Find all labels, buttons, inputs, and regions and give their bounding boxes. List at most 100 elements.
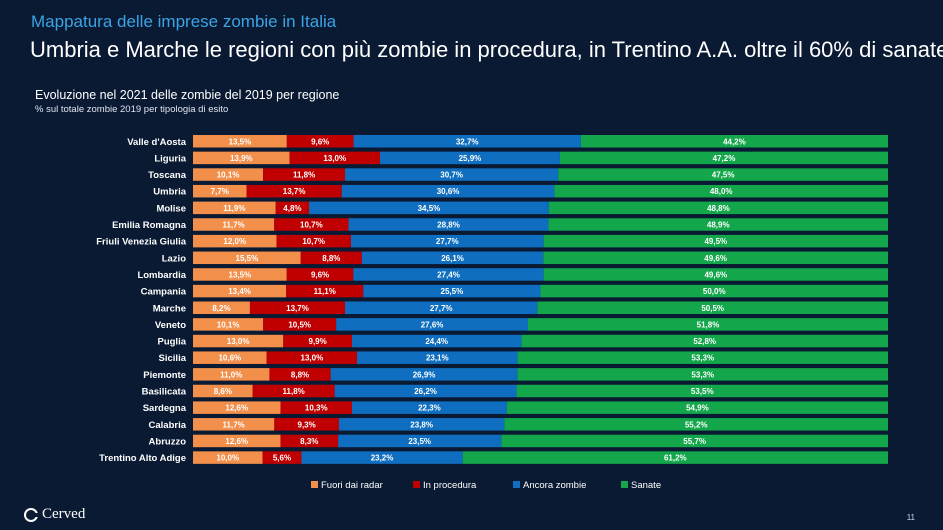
bar-segment <box>338 418 505 431</box>
bar-segment <box>548 201 888 215</box>
bar-segment <box>193 268 287 281</box>
data-label: 27,7% <box>430 304 453 313</box>
bar-segment <box>352 401 507 414</box>
data-label: 25,9% <box>459 154 482 163</box>
data-label: 10,5% <box>288 320 311 329</box>
data-label: 27,4% <box>437 270 460 279</box>
data-label: 8,2% <box>212 304 230 313</box>
bar-segment <box>527 318 888 331</box>
category-label: Umbria <box>153 187 186 198</box>
category-label: Piemonte <box>143 370 186 381</box>
bar-segment <box>517 368 888 381</box>
category-label: Marche <box>153 303 186 314</box>
page-title: Umbria e Marche le regioni con più zombi… <box>30 37 943 62</box>
data-label: 26,1% <box>441 254 464 263</box>
chart-subtitle: % sul totale zombie 2019 per tipologia d… <box>35 104 229 115</box>
data-label: 7,7% <box>211 187 229 196</box>
bar-segment <box>504 418 888 431</box>
data-label: 44,2% <box>723 137 746 146</box>
bar-segment <box>559 151 888 165</box>
bar-segment <box>352 334 522 348</box>
data-label: 30,6% <box>437 187 460 196</box>
legend-swatch <box>413 481 420 488</box>
data-label: 9,6% <box>311 137 329 146</box>
data-label: 55,7% <box>683 437 706 446</box>
legend-swatch <box>513 481 520 488</box>
data-label: 27,7% <box>436 237 459 246</box>
data-label: 9,3% <box>298 420 316 429</box>
bar-segment <box>301 451 463 464</box>
bar-segment <box>543 234 888 248</box>
bar-segment <box>193 418 275 431</box>
data-label: 55,2% <box>685 420 708 429</box>
bar-segment <box>353 268 544 281</box>
bar-segment <box>269 368 331 381</box>
bar-segment <box>276 234 351 248</box>
data-label: 10,7% <box>300 221 323 230</box>
bar-segment <box>363 284 541 298</box>
data-label: 11,7% <box>223 420 245 429</box>
data-label: 52,8% <box>693 337 716 346</box>
bar-segment <box>521 334 888 348</box>
data-label: 49,6% <box>704 254 727 263</box>
bar-segment <box>193 451 263 464</box>
data-label: 13,0% <box>301 354 324 363</box>
bar-segment <box>516 384 888 398</box>
data-label: 8,3% <box>300 437 318 446</box>
data-label: 10,7% <box>302 237 325 246</box>
bar-segment <box>289 151 380 165</box>
data-label: 48,9% <box>707 221 730 230</box>
bar-segment <box>348 218 549 231</box>
data-label: 10,1% <box>217 320 240 329</box>
bar-segment <box>266 351 358 364</box>
bar-segment <box>554 184 888 198</box>
bar-segment <box>537 301 888 314</box>
bar-segment <box>193 368 270 381</box>
bar-segment <box>548 218 888 231</box>
bar-segment <box>506 401 888 414</box>
legend-label: Ancora zombie <box>523 480 586 491</box>
bar-segment <box>280 434 339 448</box>
data-label: 26,2% <box>414 387 437 396</box>
bar-segment <box>379 151 560 165</box>
bar-segment <box>193 334 284 348</box>
category-label: Sardegna <box>143 403 187 414</box>
bar-segment <box>361 251 544 265</box>
category-label: Friuli Venezia Giulia <box>96 237 186 248</box>
category-label: Valle d'Aosta <box>127 137 186 148</box>
bar-segment <box>193 284 287 298</box>
data-label: 4,8% <box>283 204 301 213</box>
bar-segment <box>249 301 346 314</box>
data-label: 51,8% <box>697 320 720 329</box>
data-label: 53,5% <box>691 387 714 396</box>
bar-segment <box>286 284 364 298</box>
brand-name: Cerved <box>42 506 86 522</box>
data-label: 10,6% <box>218 354 241 363</box>
legend-swatch <box>311 481 318 488</box>
bar-segment <box>246 184 342 198</box>
bar-segment <box>309 201 549 215</box>
data-label: 5,6% <box>273 454 291 463</box>
category-label: Veneto <box>155 320 186 331</box>
data-label: 15,5% <box>236 254 259 263</box>
bar-segment <box>300 251 362 265</box>
category-label: Emilia Romagna <box>112 220 187 231</box>
bar-segment <box>338 434 502 448</box>
data-label: 23,1% <box>426 354 449 363</box>
bar-segment <box>193 168 264 181</box>
data-label: 48,0% <box>710 187 733 196</box>
bar-segment <box>193 318 264 331</box>
data-label: 8,6% <box>214 387 232 396</box>
data-label: 11,8% <box>293 171 315 180</box>
bar-segment <box>580 135 888 148</box>
stacked-bar-chart: Valle d'Aosta 13,5% 9,6% 32,7% 44,2% Liguria 1… <box>96 135 888 491</box>
bar-segment <box>193 151 290 165</box>
bar-segment <box>263 318 337 331</box>
data-label: 30,7% <box>440 171 463 180</box>
category-label: Campania <box>141 287 187 298</box>
data-label: 53,3% <box>691 370 714 379</box>
bar-segment <box>501 434 888 448</box>
bar-segment <box>336 318 528 331</box>
category-label: Molise <box>156 203 186 214</box>
legend-label: In procedura <box>423 480 477 491</box>
